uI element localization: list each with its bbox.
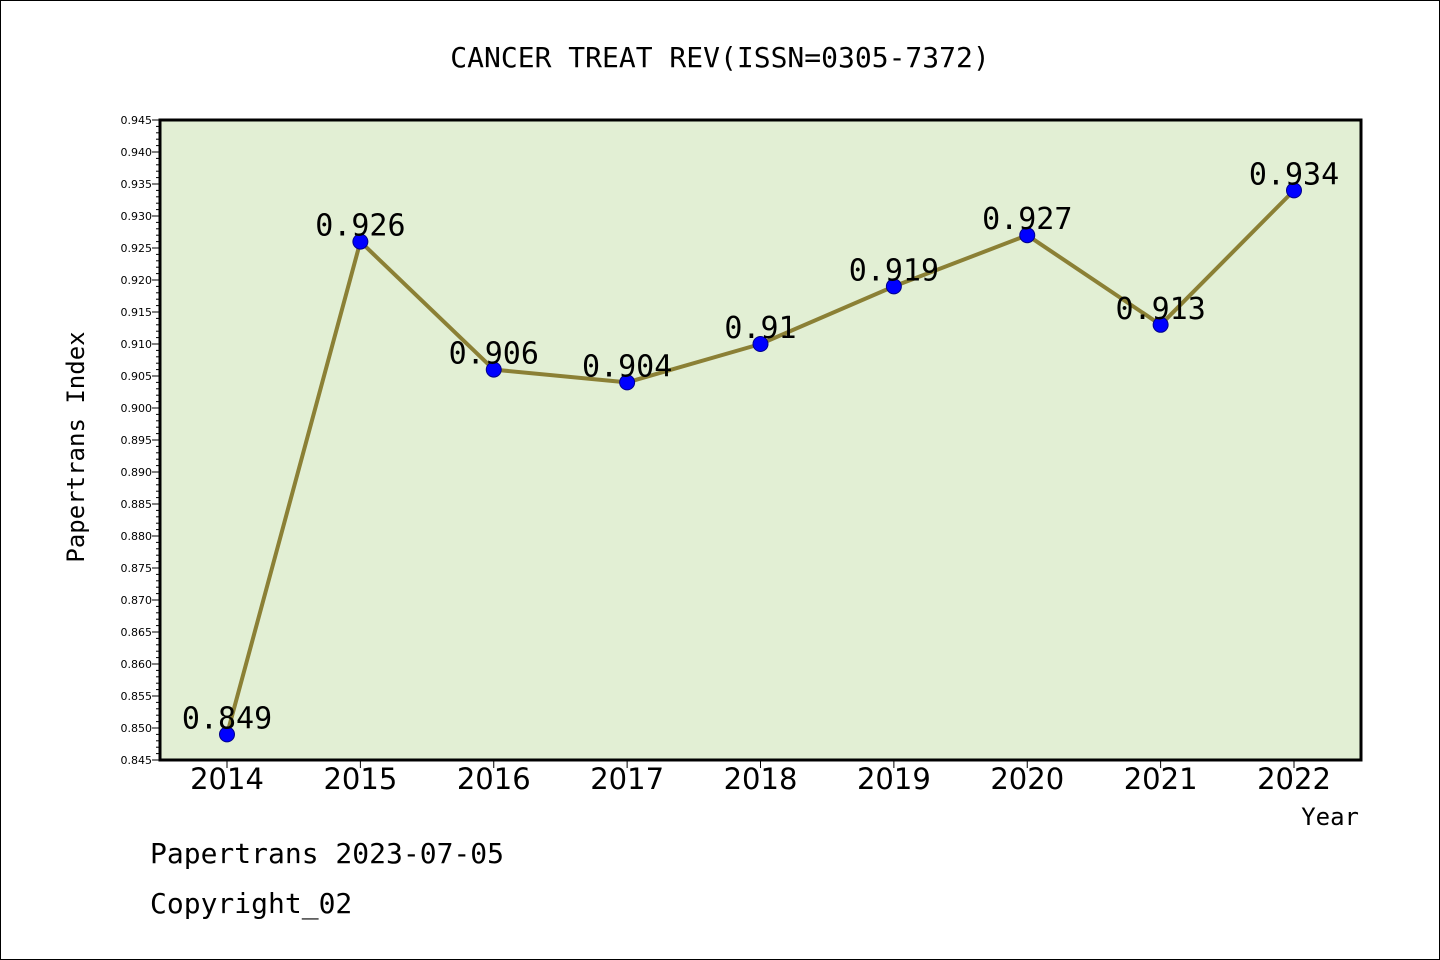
y-tick-label: 0.860 [121,658,153,671]
y-tick-label: 0.875 [121,562,153,575]
x-tick-label: 2020 [990,762,1064,796]
x-axis-label: Year [1301,803,1359,831]
y-tick-label: 0.895 [121,434,153,447]
y-tick-label: 0.930 [121,210,153,223]
data-point-2017 [619,374,636,391]
data-point-2018 [752,336,769,352]
data-point-2019 [885,278,902,295]
x-tick-label: 2015 [323,762,397,796]
footer-copyright: Copyright_02 [150,887,352,921]
data-label-2014: 0.849 [182,701,272,736]
data-point-2020 [1019,227,1036,244]
y-tick-label: 0.900 [121,402,153,415]
data-label-2017: 0.904 [582,349,672,384]
y-tick-label: 0.935 [121,178,153,191]
data-label-2021: 0.913 [1115,292,1205,327]
data-labels: 0.849 0.926 0.906 0.904 0.91 0.919 0.927 0.913 0… [182,157,1339,736]
data-point-2021 [1152,316,1169,333]
y-tick-label: 0.885 [121,498,153,511]
data-point-2022 [1286,182,1302,199]
y-tick-label: 0.890 [121,466,153,479]
data-label-2016: 0.906 [449,337,539,372]
x-tick-label: 2016 [457,762,531,796]
x-tick-label: 2017 [590,762,664,796]
data-point-2014 [219,726,235,743]
chart-title: CANCER TREAT REV(ISSN=0305-7372) [450,41,989,74]
y-tick-label: 0.865 [121,626,153,639]
data-point-2015 [352,233,369,250]
y-tick-label: 0.855 [121,690,153,703]
y-tick-label: 0.905 [121,370,153,383]
x-tick-label: 2014 [190,762,264,796]
x-axis: 2014 2015 2016 2017 2018 2019 2020 2021 2022 [190,760,1331,796]
y-tick-label: 0.910 [121,338,153,351]
y-tick-label: 0.845 [121,754,153,767]
y-axis: 0.845 0.850 0.855 0.860 0.865 0.870 0.875 0.880… [121,114,160,767]
y-tick-label: 0.940 [121,146,153,159]
x-tick-label: 2019 [857,762,931,796]
data-label-2022: 0.934 [1249,157,1339,192]
y-tick-label: 0.945 [121,114,153,127]
x-tick-label: 2022 [1257,762,1331,796]
x-tick-label: 2018 [724,762,798,796]
y-tick-label: 0.880 [121,530,153,543]
series-papertrans-index [219,182,1302,743]
data-label-2015: 0.926 [315,209,405,244]
y-axis-label: Papertrans Index [62,331,90,562]
y-tick-label: 0.850 [121,722,153,735]
plot-area [158,118,1363,762]
x-tick-label: 2021 [1124,762,1198,796]
y-tick-label: 0.920 [121,274,153,287]
data-label-2019: 0.919 [849,253,939,288]
data-point-2016 [485,361,502,378]
data-label-2018: 0.91 [724,311,796,346]
y-tick-label: 0.925 [121,242,153,255]
y-tick-label: 0.915 [121,306,153,319]
footer-date: Papertrans 2023-07-05 [150,837,504,870]
y-tick-label: 0.870 [121,594,153,607]
data-label-2020: 0.927 [982,202,1072,237]
